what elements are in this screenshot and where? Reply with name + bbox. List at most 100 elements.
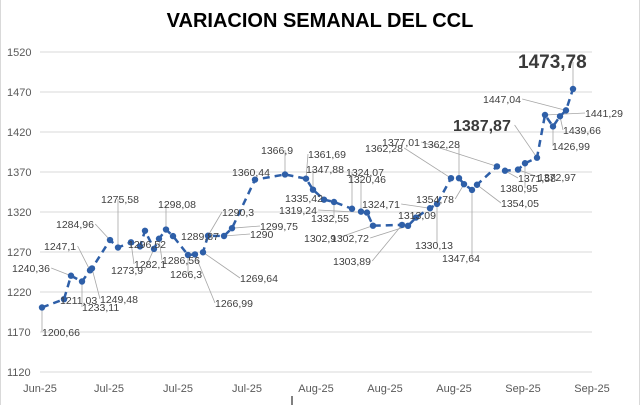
data-point <box>549 123 557 130</box>
x-axis-ticks: Jun-25 Jul-25 Jul-25 Jul-25 Aug-25 Aug-25 Aug-… <box>23 383 610 395</box>
data-label: 1275,58 <box>101 194 139 206</box>
data-point <box>184 251 192 259</box>
data-point <box>204 232 212 239</box>
data-label: 1233,11 <box>82 302 119 314</box>
x-tick-label: Jun-25 <box>23 383 57 395</box>
data-point <box>320 196 328 203</box>
data-label: 1313,09 <box>398 210 436 222</box>
data-label: 1372,97 <box>538 172 576 184</box>
data-label: 1387,87 <box>453 118 511 135</box>
data-label: 1439,66 <box>563 125 601 137</box>
x-tick-label: Sep-25 <box>574 383 609 395</box>
data-point <box>228 225 236 232</box>
data-point <box>348 205 356 212</box>
data-point <box>357 208 365 215</box>
data-label: 1360,44 <box>232 167 270 179</box>
data-label: 1299,75 <box>260 221 298 233</box>
data-label: 1249,48 <box>100 294 138 306</box>
x-tick-label: Aug-25 <box>298 383 333 395</box>
data-point <box>468 186 476 194</box>
y-tick-label: 1270 <box>7 247 31 259</box>
data-label: 1366,9 <box>261 145 293 157</box>
data-point <box>460 180 468 188</box>
y-tick-label: 1170 <box>7 327 31 339</box>
data-point <box>78 278 86 285</box>
label-leader-line <box>77 245 91 271</box>
data-label: 1200,66 <box>42 327 80 339</box>
label-leader-line <box>51 267 72 277</box>
data-label: 1362,28 <box>422 139 460 151</box>
label-leader-line <box>305 153 309 179</box>
data-label: 1290 <box>250 229 274 241</box>
label-leader-line <box>91 268 101 300</box>
data-label: 1347,88 <box>306 164 344 176</box>
grid-lines <box>40 51 592 373</box>
data-point <box>88 265 96 272</box>
data-label: 1441,29 <box>585 108 623 120</box>
data-point <box>569 85 577 93</box>
data-point <box>127 239 135 246</box>
label-leader-line <box>522 98 567 111</box>
data-label: 1332,55 <box>311 213 349 225</box>
data-point <box>455 174 463 182</box>
data-point <box>106 236 114 244</box>
data-label: 1286,56 <box>162 255 200 267</box>
data-label: 1282,1 <box>134 259 166 271</box>
data-label: 1362,28 <box>365 143 403 155</box>
y-tick-label: 1370 <box>7 167 31 179</box>
x-tick-label: Jul-25 <box>232 383 262 395</box>
label-leader-line <box>231 225 261 229</box>
data-point <box>541 111 549 119</box>
data-label: 1361,69 <box>308 149 346 161</box>
chart-title: VARIACION SEMANAL DEL CCL <box>166 10 474 32</box>
label-leader-line <box>401 203 431 209</box>
label-leader-line <box>194 254 216 304</box>
data-point <box>155 235 163 242</box>
data-point <box>199 249 207 256</box>
y-tick-label: 1220 <box>7 287 31 299</box>
data-point <box>60 296 68 303</box>
series-line <box>41 88 575 309</box>
data-label: 1447,04 <box>483 94 521 106</box>
data-point <box>501 167 509 174</box>
data-label: 1273,9 <box>111 265 143 277</box>
y-tick-label: 1520 <box>7 47 31 59</box>
data-point <box>191 251 199 258</box>
data-label: 1320,46 <box>348 174 386 186</box>
data-point <box>533 154 541 161</box>
data-points <box>38 85 577 311</box>
data-point <box>521 160 529 167</box>
data-point <box>404 222 412 230</box>
label-leader-line <box>476 184 502 204</box>
data-label: 1269,64 <box>240 273 278 285</box>
data-point <box>251 176 259 183</box>
data-point <box>309 186 317 193</box>
data-label: 1473,78 <box>518 52 587 73</box>
data-point <box>369 222 377 229</box>
label-leader-lines <box>41 62 586 332</box>
data-label: 1380,95 <box>500 183 538 195</box>
data-point <box>363 209 371 216</box>
label-leader-line <box>514 124 538 158</box>
data-label: 1211,03 <box>60 295 97 307</box>
x-tick-label: Aug-25 <box>367 383 402 395</box>
data-label: 1319,24 <box>279 205 317 217</box>
data-point <box>426 205 434 212</box>
data-label: 1296,52 <box>128 239 166 251</box>
data-label: 1302,72 <box>331 233 369 245</box>
data-point <box>433 200 441 208</box>
label-leader-line <box>544 112 586 116</box>
label-leader-line <box>223 233 251 237</box>
data-label: 1324,07 <box>346 167 384 179</box>
label-leader-line <box>207 211 223 236</box>
data-point <box>150 245 158 253</box>
x-tick-label: Jul-25 <box>163 383 193 395</box>
label-leader-line <box>421 141 498 167</box>
data-label: 1377,01 <box>382 137 420 149</box>
data-label: 1290,3 <box>222 207 254 219</box>
label-leader-line <box>158 238 163 261</box>
label-leader-line <box>337 225 374 239</box>
data-point <box>514 166 522 173</box>
data-point <box>67 272 75 279</box>
